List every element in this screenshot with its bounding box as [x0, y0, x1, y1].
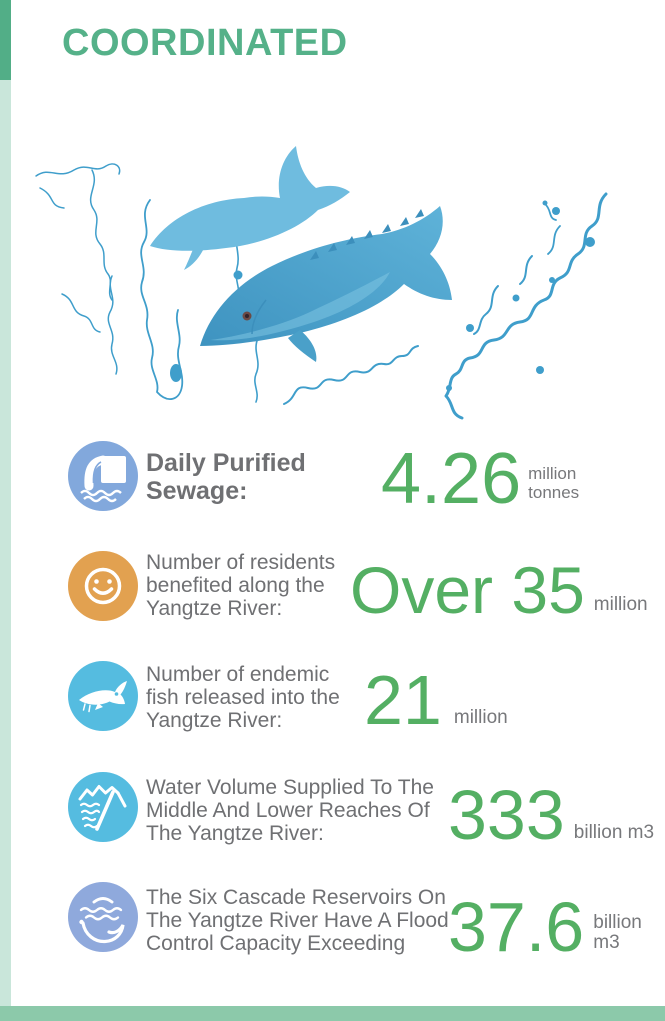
- stat-number: 333: [448, 776, 565, 854]
- dam-water-icon: [68, 772, 138, 842]
- stat-number: 21: [364, 661, 442, 739]
- stat-row-flood-control-capacity: The Six Cascade Reservoirs On The Yangtz…: [0, 882, 665, 988]
- stat-value: 4.26 million tonnes: [381, 443, 588, 515]
- page-title: COORDINATED: [62, 22, 348, 64]
- stat-row-residents-benefited: Number of residents benefited along the …: [0, 551, 665, 657]
- smiley-face-icon: [68, 551, 138, 621]
- stat-value: 333 billion m3: [448, 780, 654, 850]
- sturgeon-river-map-illustration: [35, 146, 608, 420]
- sturgeon-fish: [150, 146, 452, 362]
- stat-row-daily-purified-sewage: Daily Purified Sewage: 4.26 million tonn…: [0, 441, 665, 547]
- stat-label: Number of endemic fish released into the…: [146, 663, 340, 733]
- left-accent-bar-top: [0, 0, 11, 80]
- fish-icon: [68, 661, 138, 731]
- stat-row-water-volume-supplied: Water Volume Supplied To The Middle And …: [0, 772, 665, 878]
- reservoir-wave-icon: [68, 882, 138, 952]
- stat-label: Water Volume Supplied To The Middle And …: [146, 776, 434, 846]
- stat-unit: billion m3: [593, 911, 642, 954]
- left-accent-bar-bottom: [0, 80, 11, 1021]
- stat-unit: million: [593, 594, 648, 616]
- stat-value: 21 million: [364, 665, 508, 735]
- stat-unit: billion m3: [573, 822, 655, 844]
- sewage-pipe-icon: [68, 441, 138, 511]
- stat-number: Over 35: [350, 553, 585, 627]
- stat-unit: million tonnes: [528, 464, 580, 502]
- stat-number: 37.6: [448, 888, 585, 966]
- bottom-accent-bar: [0, 1006, 665, 1021]
- river-network: [35, 163, 608, 420]
- stat-label: The Six Cascade Reservoirs On The Yangtz…: [146, 886, 449, 956]
- stat-number: 4.26: [381, 439, 522, 519]
- stat-label: Number of residents benefited along the …: [146, 551, 336, 621]
- stat-unit: million: [453, 707, 508, 729]
- stat-value: 37.6 billion m3: [448, 892, 665, 962]
- stat-label: Daily Purified Sewage:: [146, 449, 306, 505]
- stat-row-endemic-fish-released: Number of endemic fish released into the…: [0, 661, 665, 767]
- stat-value: Over 35 million: [350, 557, 648, 623]
